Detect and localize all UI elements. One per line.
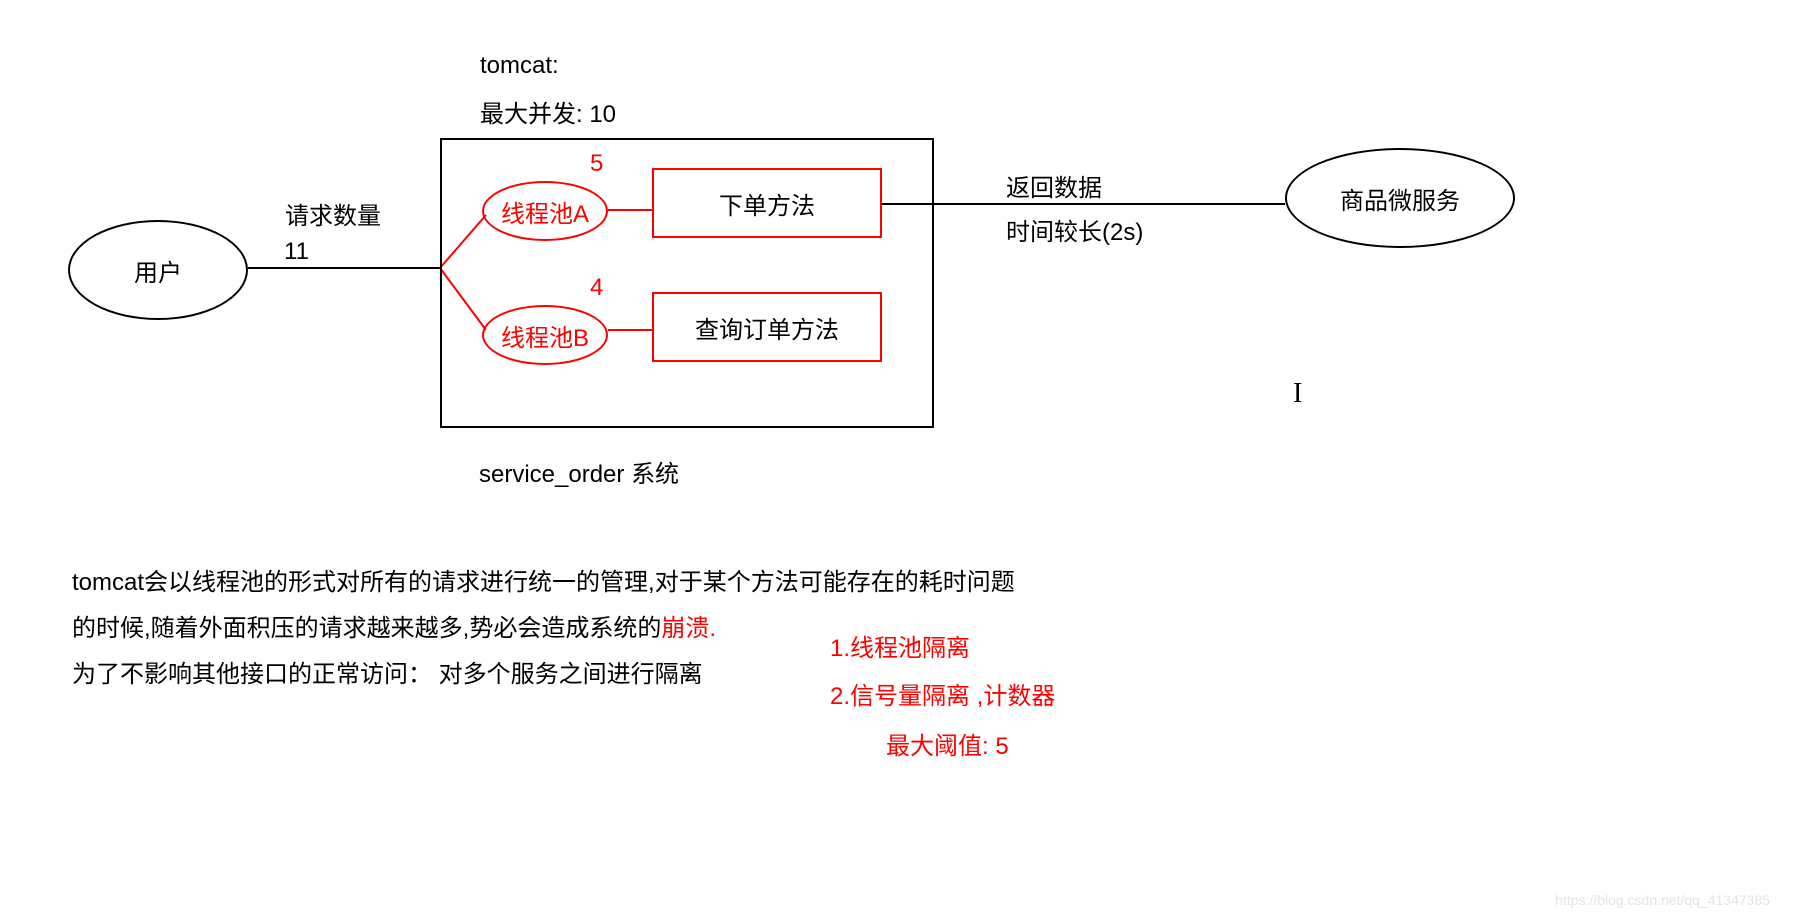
isolation-item-2: 2.信号量隔离 ,计数器: [830, 676, 1055, 711]
tomcat-label: tomcat:: [480, 52, 559, 80]
query-method-label: 查询订单方法: [695, 310, 839, 345]
pool-a-count: 5: [590, 150, 603, 178]
query-method-node: 查询订单方法: [652, 292, 882, 362]
isolation-threshold: 最大阈值: 5: [886, 726, 1009, 761]
max-concurrency-label: 最大并发: 10: [480, 94, 616, 129]
user-node: 用户: [68, 220, 248, 320]
paragraph-line1: tomcat会以线程池的形式对所有的请求进行统一的管理,对于某个方法可能存在的耗…: [72, 560, 1072, 606]
thread-pool-b-node: 线程池B: [482, 305, 608, 365]
order-method-node: 下单方法: [652, 168, 882, 238]
user-label: 用户: [134, 253, 182, 288]
order-method-label: 下单方法: [719, 186, 815, 221]
pool-b-count: 4: [590, 274, 603, 302]
request-count-label: 请求数量: [285, 196, 381, 231]
product-service-node: 商品微服务: [1285, 148, 1515, 248]
diagram-canvas: tomcat: 最大并发: 10 用户 请求数量 11 线程池A 5 线程池B …: [0, 0, 1800, 920]
system-label: service_order 系统: [479, 454, 679, 489]
thread-pool-b-label: 线程池B: [501, 318, 589, 353]
long-time-label: 时间较长(2s): [1006, 212, 1143, 247]
thread-pool-a-node: 线程池A: [482, 181, 608, 241]
watermark-text: https://blog.csdn.net/qq_41347385: [1555, 892, 1770, 908]
thread-pool-a-label: 线程池A: [501, 194, 589, 229]
paragraph-line2-red: 崩溃.: [661, 615, 716, 642]
product-service-label: 商品微服务: [1340, 181, 1460, 216]
isolation-item-1: 1.线程池隔离: [830, 628, 970, 663]
return-data-label: 返回数据: [1006, 168, 1102, 203]
paragraph-line2-pre: 的时候,随着外面积压的请求越来越多,势必会造成系统的: [72, 615, 661, 642]
request-count-value: 11: [284, 238, 309, 266]
text-cursor-icon: I: [1293, 378, 1302, 410]
